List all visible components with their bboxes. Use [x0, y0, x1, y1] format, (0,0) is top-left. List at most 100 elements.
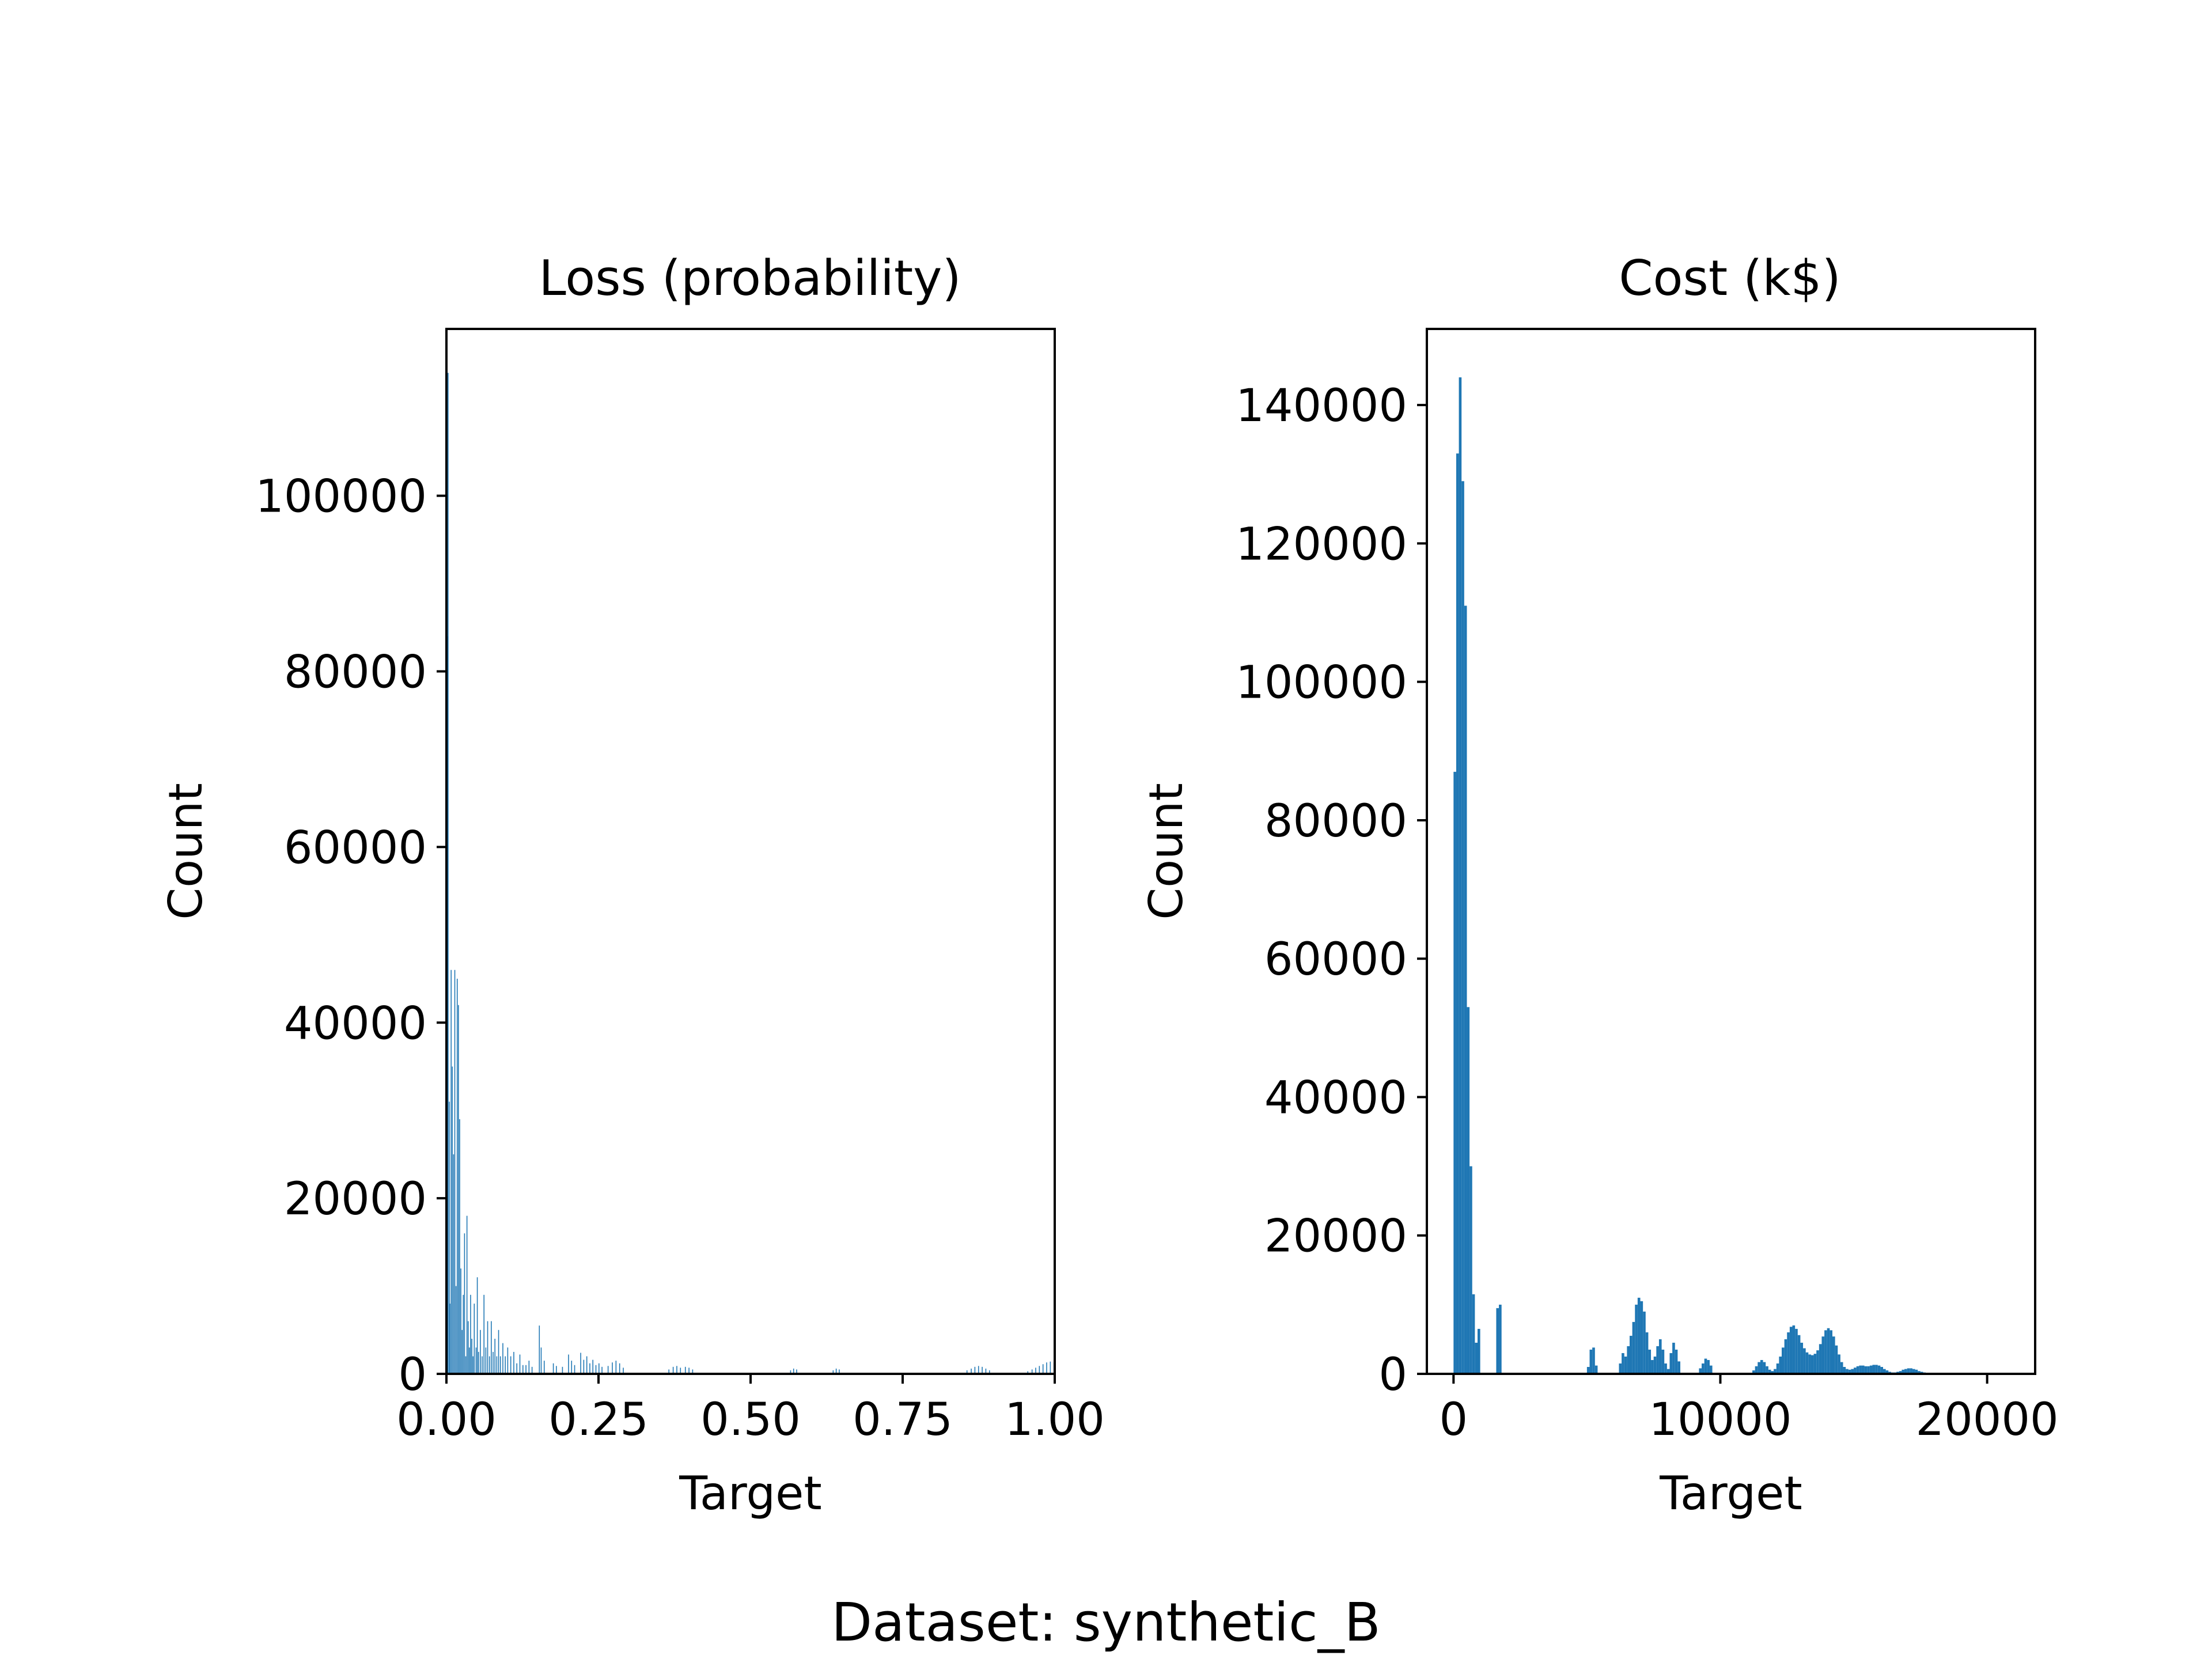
- cost-histogram-bar: [1800, 1342, 1804, 1374]
- loss-histogram-bar: [531, 1366, 533, 1374]
- loss-histogram-bar: [480, 1330, 481, 1374]
- loss-ytick-label: 60000: [284, 822, 427, 874]
- loss-histogram-bar: [449, 1101, 450, 1374]
- cost-histogram-bar: [1782, 1347, 1785, 1374]
- cost-histogram-bar: [1643, 1311, 1646, 1374]
- cost-histogram-bar: [1848, 1369, 1851, 1374]
- cost-histogram-bar: [1499, 1304, 1502, 1374]
- cost-histogram-bar: [1755, 1366, 1758, 1374]
- cost-histogram-bar: [1461, 481, 1464, 1374]
- loss-ytick-label: 80000: [284, 647, 427, 699]
- loss-histogram-bar: [472, 1356, 474, 1374]
- cost-histogram-bar: [1805, 1352, 1809, 1374]
- cost-histogram-bar: [1904, 1369, 1907, 1374]
- loss-histogram-bar: [985, 1368, 987, 1374]
- loss-histogram-bar: [612, 1362, 613, 1374]
- subplot-cost: Cost (k$) 0 10000 20000 0 20000 40000 60000 80…: [1139, 250, 2059, 1520]
- cost-histogram-bar: [1478, 1328, 1480, 1374]
- cost-ytick-label: 40000: [1264, 1072, 1407, 1124]
- cost-histogram-bar: [1912, 1369, 1915, 1374]
- cost-histogram-bar: [1622, 1353, 1624, 1374]
- cost-histogram-bar: [1838, 1354, 1840, 1374]
- loss-ytick-label: 40000: [284, 998, 427, 1050]
- subplot-cost-bars: [1453, 377, 1926, 1374]
- loss-histogram-bar: [1046, 1362, 1047, 1374]
- loss-histogram-bar: [487, 1321, 488, 1374]
- loss-histogram-bar: [574, 1365, 575, 1374]
- subplot-loss-yaxis: 0 20000 40000 60000 80000 100000: [255, 471, 446, 1401]
- cost-histogram-bar: [1910, 1368, 1912, 1374]
- cost-histogram-bar: [1795, 1328, 1798, 1374]
- loss-histogram-bar: [562, 1366, 563, 1374]
- loss-histogram-bar: [835, 1368, 837, 1374]
- cost-histogram-bar: [1859, 1365, 1862, 1374]
- loss-histogram-bar: [474, 1304, 475, 1374]
- loss-histogram-bar: [471, 1339, 472, 1374]
- loss-histogram-bar: [571, 1361, 573, 1374]
- loss-histogram-bar: [793, 1368, 794, 1374]
- cost-histogram-bar: [1854, 1368, 1857, 1374]
- cost-histogram-bar: [1883, 1369, 1886, 1374]
- subplot-loss: Loss (probability) 0.00 0.25 0.50 0.75 1.00 …: [159, 250, 1105, 1520]
- cost-histogram-bar: [1677, 1361, 1680, 1374]
- subplot-loss-xlabel: Target: [679, 1467, 822, 1520]
- cost-histogram-bar: [1589, 1349, 1593, 1374]
- cost-histogram-bar: [1752, 1370, 1755, 1374]
- loss-histogram-bar: [619, 1363, 620, 1374]
- cost-histogram-bar: [1816, 1350, 1819, 1374]
- loss-histogram-bar: [615, 1361, 617, 1374]
- cost-histogram-bar: [1635, 1304, 1638, 1374]
- cost-histogram-bar: [1666, 1369, 1670, 1374]
- cost-histogram-bar: [1835, 1345, 1838, 1374]
- cost-histogram-bar: [1918, 1371, 1921, 1374]
- loss-histogram-bar: [580, 1353, 581, 1374]
- cost-histogram-bar: [1592, 1347, 1595, 1374]
- subplot-cost-yaxis: 0 20000 40000 60000 80000 100000 120000 140000: [1236, 380, 1427, 1401]
- cost-histogram-bar: [1630, 1335, 1633, 1374]
- cost-histogram-bar: [1875, 1365, 1878, 1374]
- loss-histogram-bar: [680, 1368, 681, 1374]
- cost-histogram-bar: [1704, 1358, 1707, 1374]
- cost-histogram-bar: [1453, 771, 1456, 1374]
- loss-histogram-bar: [456, 979, 458, 1374]
- cost-histogram-bar: [1819, 1344, 1822, 1374]
- cost-histogram-bar: [1627, 1346, 1630, 1374]
- cost-histogram-bar: [1594, 1365, 1598, 1374]
- cost-histogram-bar: [1846, 1369, 1849, 1374]
- cost-histogram-bar: [1808, 1354, 1811, 1374]
- cost-ytick-label: 0: [1378, 1349, 1407, 1401]
- loss-histogram-bar: [519, 1354, 521, 1374]
- loss-histogram-bar: [583, 1359, 585, 1374]
- loss-histogram-bar: [676, 1366, 677, 1374]
- cost-histogram-bar: [1810, 1355, 1814, 1374]
- cost-histogram-bar: [1758, 1362, 1760, 1374]
- cost-histogram-bar: [1824, 1330, 1827, 1374]
- loss-histogram-bar: [502, 1343, 503, 1374]
- figure-suptitle: Dataset: synthetic_B: [831, 1592, 1381, 1653]
- cost-histogram-bar: [1902, 1369, 1905, 1374]
- cost-histogram-bar: [1456, 453, 1459, 1374]
- loss-histogram-bar: [466, 1215, 468, 1374]
- loss-histogram-bar: [668, 1369, 670, 1374]
- loss-histogram-bar: [452, 1066, 453, 1374]
- cost-ytick-label: 120000: [1236, 518, 1407, 570]
- loss-histogram-bar: [539, 1325, 540, 1374]
- cost-histogram-bar: [1840, 1362, 1843, 1374]
- loss-xtick-label: 0.25: [548, 1394, 649, 1446]
- cost-histogram-bar: [1877, 1365, 1881, 1374]
- cost-xtick-label: 20000: [1916, 1394, 2059, 1446]
- loss-histogram-bar: [684, 1366, 686, 1374]
- cost-histogram-bar: [1774, 1369, 1777, 1374]
- cost-histogram-bar: [1864, 1366, 1868, 1374]
- cost-ytick-label: 20000: [1264, 1211, 1407, 1263]
- cost-xtick-label: 10000: [1649, 1394, 1791, 1446]
- loss-histogram-bar: [592, 1359, 594, 1374]
- loss-histogram-bar: [482, 1356, 483, 1374]
- loss-histogram-bar: [601, 1366, 603, 1374]
- cost-histogram-bar: [1792, 1325, 1796, 1374]
- loss-xtick-label: 0.50: [700, 1394, 801, 1446]
- subplot-cost-xlabel: Target: [1659, 1467, 1802, 1520]
- cost-histogram-bar: [1766, 1366, 1768, 1374]
- cost-histogram-bar: [1664, 1363, 1667, 1374]
